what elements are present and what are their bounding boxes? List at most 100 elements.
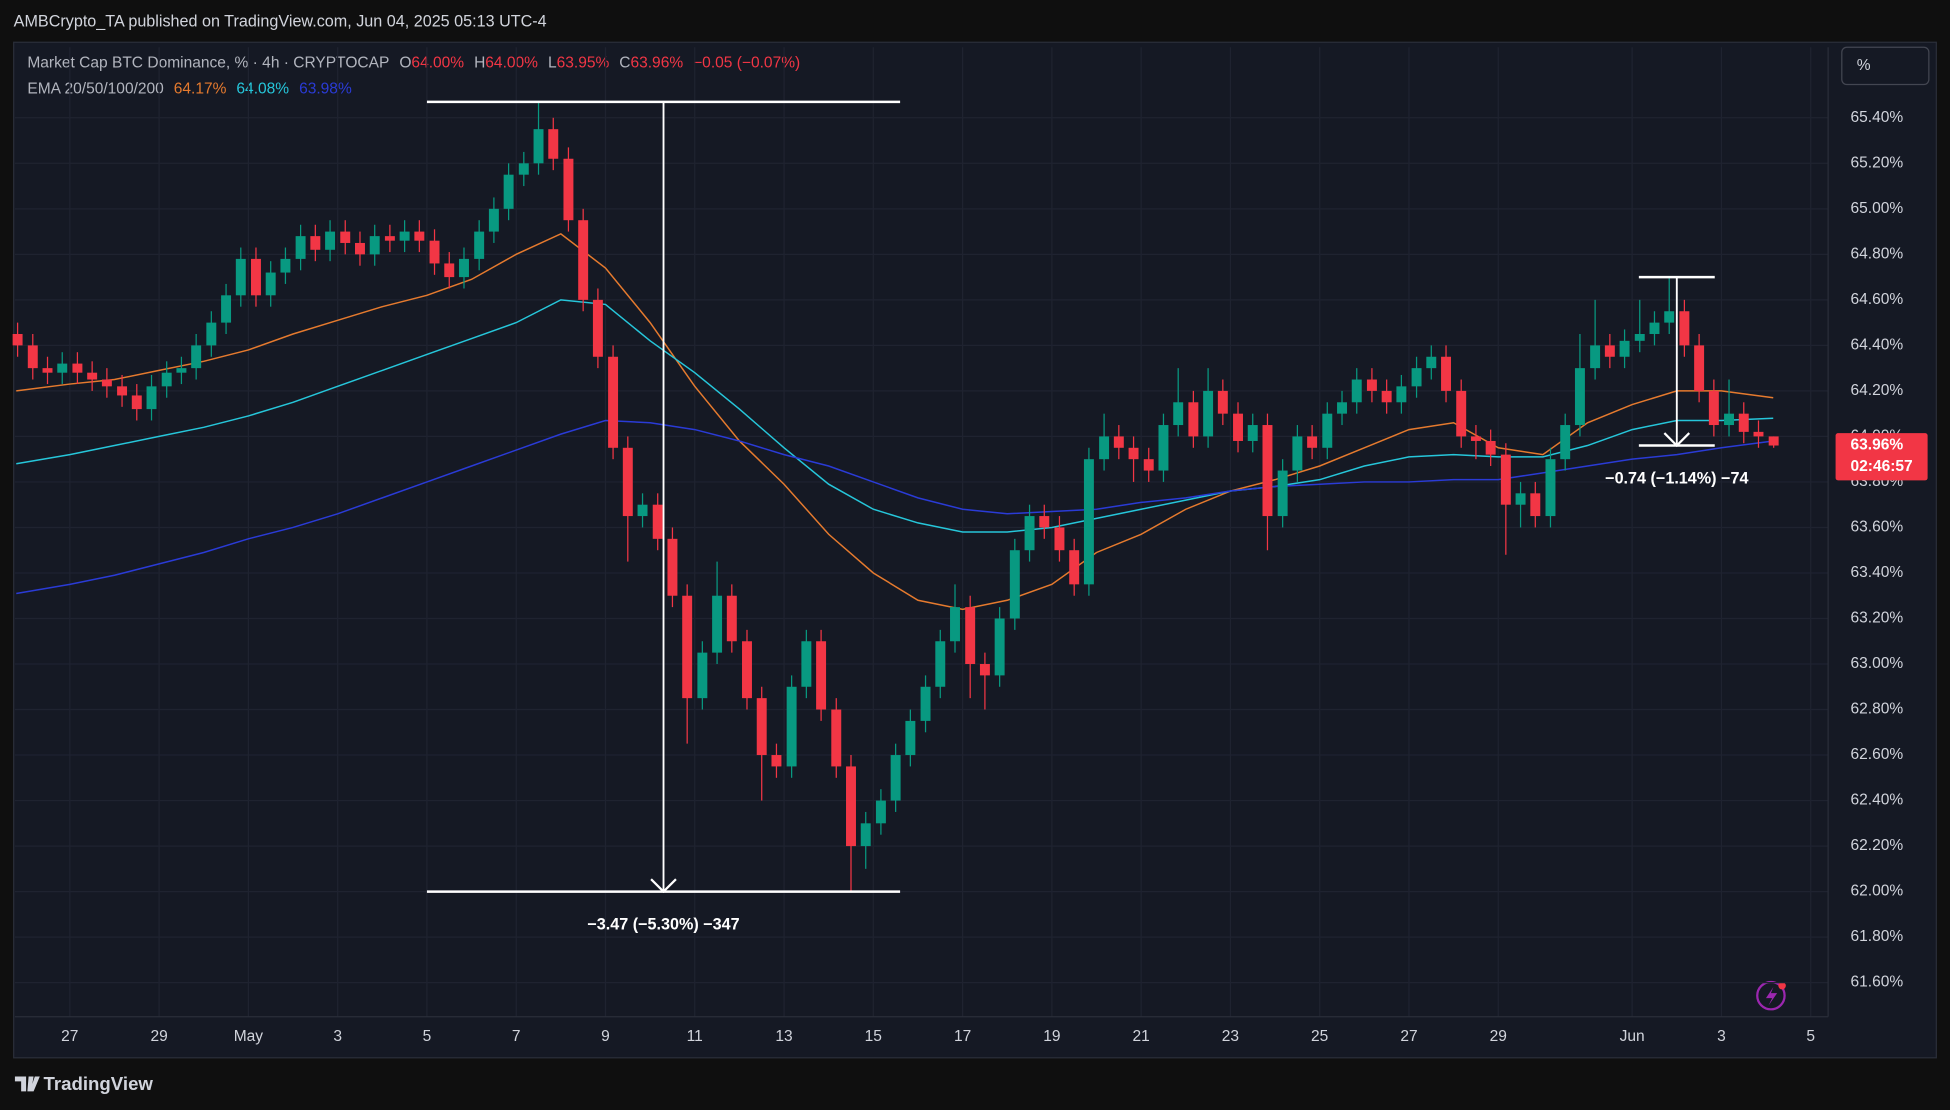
candle-body bbox=[1083, 459, 1094, 585]
scale-button-label[interactable]: % bbox=[1857, 57, 1871, 74]
x-tick-label: 5 bbox=[1806, 1028, 1815, 1045]
measure-label: −0.74 (−1.14%) −74 bbox=[1605, 469, 1748, 487]
candle-body bbox=[1456, 390, 1467, 437]
candle-body bbox=[1277, 470, 1288, 517]
candle-body bbox=[146, 386, 157, 410]
candle-body bbox=[1708, 390, 1719, 426]
alert-icon[interactable] bbox=[1756, 980, 1786, 1011]
candle-body bbox=[1530, 493, 1541, 517]
candle-body bbox=[1724, 413, 1735, 426]
candle-body bbox=[846, 766, 856, 847]
candle-body bbox=[474, 231, 485, 259]
legend-key: H bbox=[474, 55, 485, 72]
candle-body bbox=[1396, 386, 1407, 403]
indicator-value: 64.17% bbox=[174, 81, 227, 98]
candle-body bbox=[176, 368, 187, 373]
candle-body bbox=[905, 720, 916, 756]
alert-ring[interactable] bbox=[1756, 980, 1786, 1011]
candle-body bbox=[1307, 436, 1318, 448]
candle-body bbox=[117, 386, 128, 396]
brand-name: TradingView bbox=[44, 1073, 154, 1094]
candle-body bbox=[1634, 333, 1645, 341]
candle-body bbox=[608, 356, 619, 448]
candle-body bbox=[860, 823, 871, 847]
alert-bolt[interactable] bbox=[1765, 986, 1778, 1006]
candle-body bbox=[250, 258, 261, 296]
y-tick-label: 62.40% bbox=[1851, 792, 1904, 809]
candle-body bbox=[816, 641, 827, 710]
candle-body bbox=[295, 236, 306, 259]
candle-body bbox=[101, 379, 112, 387]
candle-body bbox=[369, 236, 380, 255]
candle-body bbox=[994, 618, 1005, 676]
candle-body bbox=[27, 345, 38, 369]
candle-body bbox=[265, 272, 276, 296]
candle-body bbox=[280, 258, 291, 273]
x-tick-label: 21 bbox=[1133, 1028, 1150, 1045]
chart-panel bbox=[13, 41, 1937, 1059]
y-tick-label: 65.00% bbox=[1851, 200, 1904, 217]
candle-body bbox=[206, 322, 217, 346]
price-tag-countdown: 02:46:57 bbox=[1851, 458, 1913, 475]
candle-body bbox=[1039, 516, 1050, 528]
candle-body bbox=[726, 595, 737, 642]
scale-button[interactable] bbox=[1841, 46, 1930, 86]
candle-body bbox=[1024, 516, 1035, 551]
y-tick-label: 63.60% bbox=[1851, 519, 1904, 536]
candle-body bbox=[1337, 402, 1347, 414]
candle-body bbox=[42, 368, 53, 373]
candle-body bbox=[1217, 390, 1228, 414]
candle-body bbox=[1351, 379, 1362, 403]
y-tick-label: 64.40% bbox=[1851, 336, 1904, 353]
candle-body bbox=[920, 686, 931, 721]
candle-body bbox=[57, 363, 68, 373]
x-tick-label: 27 bbox=[61, 1028, 78, 1045]
indicator-legend: EMA 20/50/100/200 64.17% 64.08% 63.98% bbox=[27, 81, 352, 98]
candle-body bbox=[965, 607, 976, 665]
x-tick-label: 11 bbox=[687, 1028, 703, 1045]
candle-body bbox=[742, 641, 752, 699]
candle-body bbox=[161, 372, 172, 387]
alert-dot[interactable] bbox=[1778, 981, 1786, 990]
candle-body bbox=[1366, 379, 1377, 391]
candle-body bbox=[831, 709, 842, 767]
measure-arrowhead bbox=[650, 878, 677, 894]
candle-body bbox=[622, 447, 633, 517]
indicator-value: 63.98% bbox=[299, 81, 352, 98]
candle-body bbox=[682, 595, 693, 699]
x-tick-label: 5 bbox=[423, 1028, 432, 1045]
candle-body bbox=[1322, 413, 1333, 448]
candle-body bbox=[1619, 340, 1630, 357]
candle-body bbox=[1203, 390, 1214, 437]
candle-body bbox=[667, 538, 678, 596]
x-tick-label: 29 bbox=[1490, 1028, 1507, 1045]
candle-body bbox=[1158, 425, 1169, 471]
candle-body bbox=[444, 263, 455, 278]
candle-body bbox=[533, 129, 544, 164]
candle-body bbox=[1441, 356, 1451, 391]
candle-body bbox=[712, 595, 723, 653]
measure-label: −3.47 (−5.30%) −347 bbox=[587, 915, 739, 933]
candle-body bbox=[1604, 345, 1615, 357]
candle-body bbox=[1233, 413, 1243, 441]
candle-body bbox=[131, 395, 142, 410]
price-tag bbox=[1835, 433, 1928, 481]
indicator-value: 64.08% bbox=[236, 81, 289, 98]
y-tick-label: 64.20% bbox=[1851, 382, 1904, 399]
candle-body bbox=[191, 345, 202, 369]
y-tick-label: 65.20% bbox=[1851, 154, 1904, 171]
candle-body bbox=[801, 641, 812, 687]
publisher: AMBCrypto_TA published on TradingView.co… bbox=[14, 13, 547, 31]
candle-body bbox=[756, 698, 767, 756]
x-tick-label: 9 bbox=[601, 1028, 610, 1045]
candle-body bbox=[310, 236, 321, 250]
candle-body bbox=[235, 258, 246, 296]
candle-body bbox=[1768, 436, 1779, 446]
x-tick-label: 19 bbox=[1043, 1028, 1060, 1045]
candle-body bbox=[935, 641, 946, 687]
candle-body bbox=[1500, 454, 1511, 505]
y-tick-label: 62.00% bbox=[1851, 883, 1904, 900]
candle-body bbox=[1143, 459, 1154, 471]
candle-body bbox=[399, 231, 410, 241]
